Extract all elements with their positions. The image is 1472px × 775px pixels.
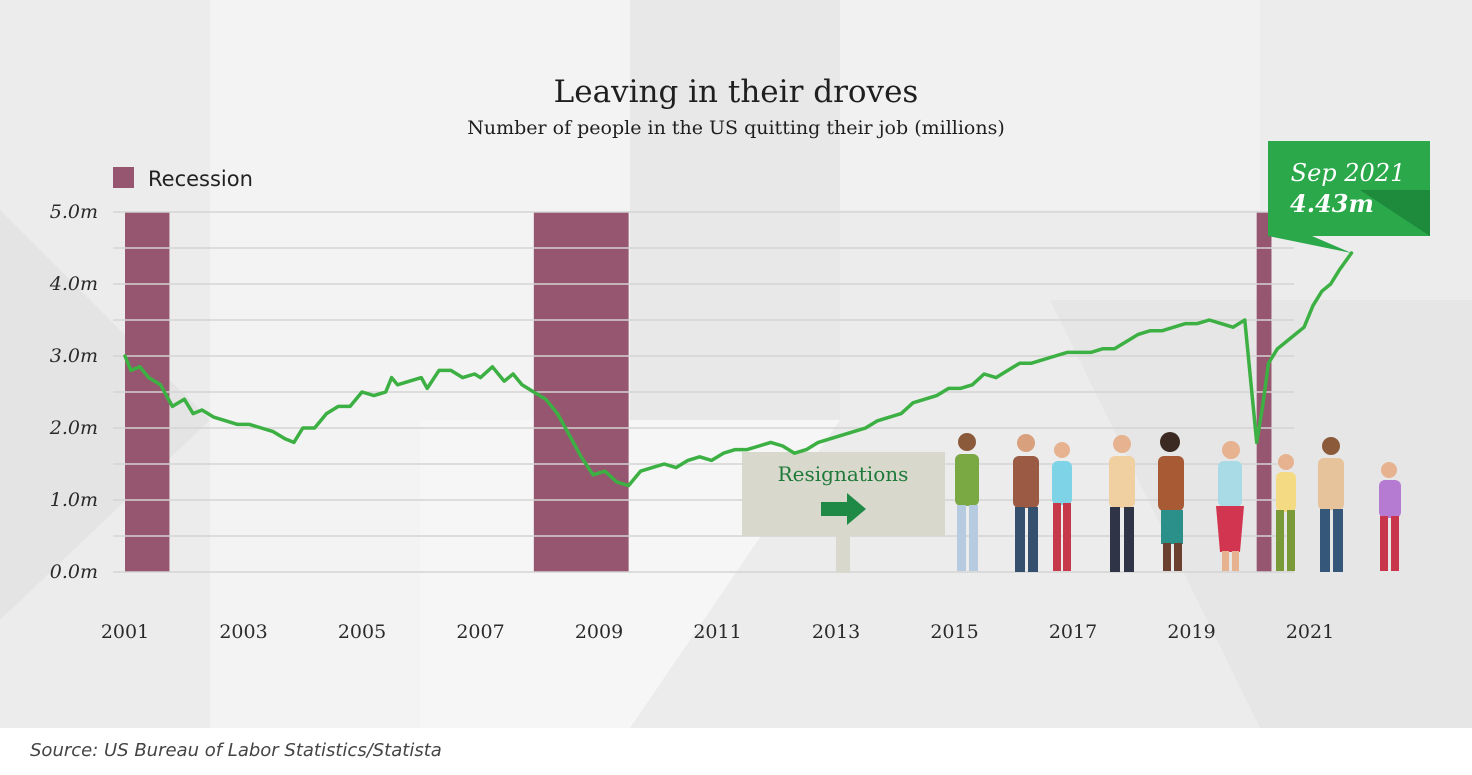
person-icon [1052, 442, 1072, 571]
latest-value-callout: Sep 2021 4.43m [1268, 141, 1430, 254]
person-icon [955, 433, 979, 571]
x-tick-label: 2019 [1167, 621, 1215, 643]
source-note: Source: US Bureau of Labor Statistics/St… [30, 740, 442, 761]
callout-box [1268, 141, 1430, 254]
y-tick-label: 3.0m [50, 345, 98, 367]
chart-subtitle: Number of people in the US quitting thei… [467, 117, 1005, 139]
x-axis: 2001 2003 2005 2007 2009 2011 2013 2015 2017 2019… [101, 621, 1334, 643]
person-icon [1276, 454, 1296, 571]
person-icon [1013, 434, 1039, 572]
y-tick-label: 4.0m [49, 273, 98, 295]
x-tick-label: 2005 [338, 621, 386, 643]
y-tick-label: 1.0m [50, 489, 98, 511]
x-tick-label: 2021 [1286, 621, 1334, 643]
person-icon [1318, 437, 1344, 572]
x-tick-label: 2003 [219, 621, 267, 643]
y-tick-label: 5.0m [50, 201, 98, 223]
quits-series-line [123, 251, 1354, 488]
person-icon [1216, 441, 1244, 571]
person-icon [1109, 435, 1135, 572]
x-tick-label: 2001 [101, 621, 149, 643]
y-axis: 0.0m 1.0m 2.0m 3.0m 4.0m 5.0m [49, 201, 98, 583]
callout-value: 4.43m [1290, 189, 1374, 218]
chart-title: Leaving in their droves [554, 74, 919, 110]
right-arrow-icon [821, 493, 866, 525]
x-tick-label: 2017 [1049, 621, 1097, 643]
x-tick-label: 2015 [930, 621, 978, 643]
x-tick-label: 2009 [575, 621, 623, 643]
resignations-label: Resignations [778, 462, 909, 486]
legend: Recession [113, 167, 253, 191]
legend-swatch [113, 167, 134, 188]
callout-fold [1360, 190, 1430, 236]
x-tick-label: 2011 [693, 621, 741, 643]
people-illustration [955, 432, 1401, 572]
x-tick-label: 2013 [812, 621, 860, 643]
resignations-sign: Resignations [742, 452, 945, 573]
x-tick-label: 2007 [456, 621, 504, 643]
y-tick-label: 2.0m [49, 417, 98, 439]
person-icon [1379, 462, 1401, 571]
y-tick-label: 0.0m [50, 561, 98, 583]
person-icon [1158, 432, 1184, 571]
callout-date: Sep 2021 [1291, 159, 1406, 187]
legend-label: Recession [148, 167, 253, 191]
